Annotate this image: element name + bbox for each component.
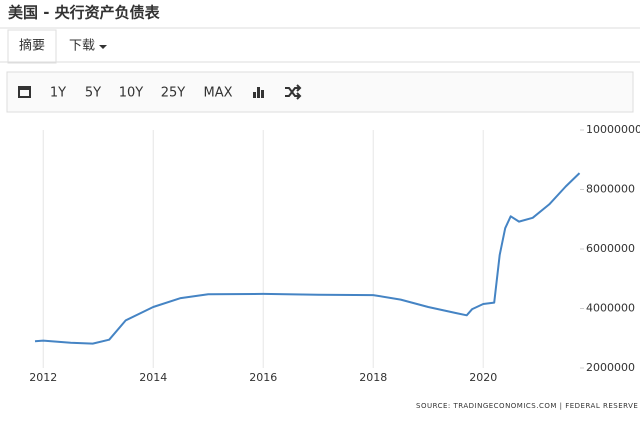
tab[interactable]: 摘要 [19, 38, 45, 54]
x-tick-label: 2016 [249, 371, 277, 384]
shuffle-icon[interactable] [285, 84, 302, 100]
source: SOURCE: TRADINGECONOMICS.COM | FEDERAL R… [416, 402, 638, 410]
range-button[interactable]: 1Y [50, 86, 66, 101]
y-tick-label: 6000000 [586, 242, 635, 255]
y-tick-label: 4000000 [586, 302, 635, 315]
x-tick-label: 2020 [469, 371, 497, 384]
x-tick-label: 2018 [359, 371, 387, 384]
x-tick-label: 2014 [139, 371, 167, 384]
bar-chart-icon[interactable] [253, 87, 264, 98]
data-line [34, 172, 581, 345]
y-tick-label: 10000000 [586, 123, 640, 136]
y-tick-label: 8000000 [586, 183, 635, 196]
range-button[interactable]: 10Y [119, 86, 144, 101]
range-button[interactable]: 25Y [161, 86, 186, 101]
active-tab[interactable] [7, 29, 57, 64]
tab[interactable]: 下载 [69, 39, 95, 54]
range-button[interactable]: 5Y [85, 86, 101, 101]
x-tick-label: 2012 [29, 371, 57, 384]
calendar-icon[interactable] [18, 86, 31, 98]
range-button[interactable]: MAX [203, 86, 232, 101]
y-tick-label: 2000000 [586, 361, 635, 374]
dropdown-caret[interactable] [99, 45, 107, 49]
page-title: 美国 - 央行资产负债表 [8, 4, 161, 22]
toolbar [6, 71, 634, 113]
